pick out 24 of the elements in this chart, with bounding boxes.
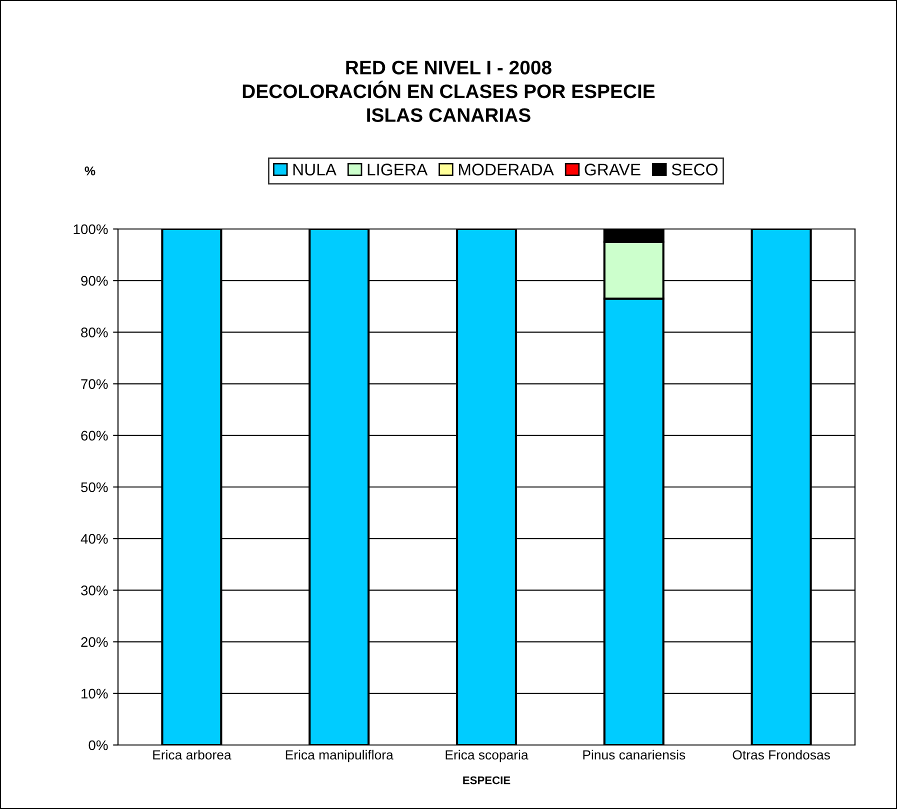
y-tick-label: 50% [81,482,108,492]
legend-label: MODERADA [458,164,554,176]
y-tick-label: 80% [81,328,108,338]
y-tick-label: 40% [80,534,108,544]
legend-label: LIGERA [368,164,428,176]
chart-title: RED CE NIVEL I - 2008 DECOLORACIÓN EN CLASES POR ESPECIE ISLAS CANARIAS [242,60,655,122]
x-tick-label: Erica scoparia [446,750,528,762]
y-tick-label: 70% [81,379,108,389]
x-tick-label: Erica arborea [153,750,232,760]
y-tick-label: 20% [81,637,108,647]
y-tick-label: 0% [88,740,108,750]
legend-label: GRAVE [584,164,640,176]
x-axis-title: ESPECIE [463,776,510,784]
y-axis-title: % [84,166,96,176]
legend-label: SECO [672,164,718,176]
x-tick-label: Erica manipuliflora [286,750,394,762]
y-tick-label: 30% [81,586,108,596]
y-tick-label: 60% [81,430,108,441]
y-tick-label: 10% [82,688,108,699]
x-tick-label: Pinus canariensis [583,750,686,760]
x-tick-label: Otras Frondosas [732,750,830,760]
y-tick-label: 90% [81,276,108,286]
y-tick-label: 100% [74,224,108,234]
legend-label: NULA [293,164,336,176]
